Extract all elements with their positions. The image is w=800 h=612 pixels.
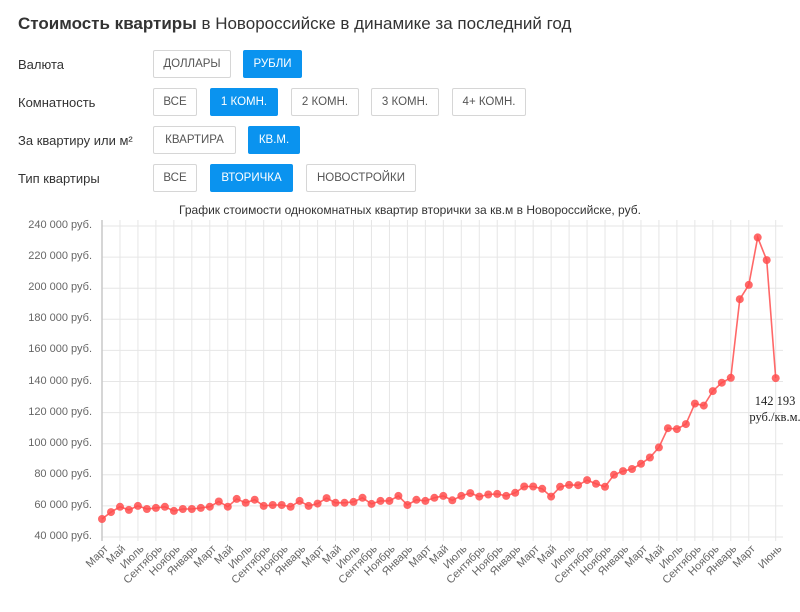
type-all-button[interactable]: ВСЕ [153,164,197,192]
unit-sqm-button[interactable]: КВ.М. [248,126,300,154]
type-label: Тип квартиры [18,171,100,186]
chart-title: График стоимости однокомнатных квартир в… [0,203,800,217]
rooms-2-button[interactable]: 2 КОМН. [291,88,359,116]
y-tick-label: 140 000 руб. [28,374,92,387]
type-secondary-button[interactable]: ВТОРИЧКА [210,164,293,192]
currency-rubles-button[interactable]: РУБЛИ [243,50,302,78]
page-title: Стоимость квартиры в Новороссийске в дин… [18,14,571,34]
chart-plot [98,220,783,541]
y-tick-label: 180 000 руб. [28,312,92,325]
page-title-rest: в Новороссийске в динамике за последний … [196,14,572,33]
unit-apartment-button[interactable]: КВАРТИРА [153,126,236,154]
chart-title-text: График стоимости однокомнатных квартир в… [179,203,641,217]
currency-label: Валюта [18,57,64,72]
rooms-label: Комнатность [18,95,96,110]
y-tick-label: 100 000 руб. [28,436,92,449]
rooms-3-button[interactable]: 3 КОМН. [371,88,439,116]
page-title-bold: Стоимость квартиры [18,14,197,33]
y-tick-label: 120 000 руб. [28,405,92,418]
type-newbuild-button[interactable]: НОВОСТРОЙКИ [306,164,416,192]
last-value-annotation: 142 193 руб./кв.м. [745,393,800,425]
annotation-value: 142 193 [754,394,796,408]
annotation-unit: руб./кв.м. [749,410,800,424]
y-tick-label: 240 000 руб. [28,219,92,231]
y-tick-label: 60 000 руб. [34,498,92,511]
rooms-1-button[interactable]: 1 КОМН. [210,88,278,116]
y-tick-label: 220 000 руб. [28,250,92,263]
y-tick-label: 200 000 руб. [28,281,92,294]
y-tick-label: 160 000 руб. [28,343,92,356]
y-tick-label: 40 000 руб. [34,530,92,542]
currency-dollars-button[interactable]: ДОЛЛАРЫ [153,50,231,78]
rooms-4plus-button[interactable]: 4+ КОМН. [452,88,526,116]
rooms-all-button[interactable]: ВСЕ [153,88,197,116]
y-tick-label: 80 000 руб. [34,467,92,480]
price-chart: График стоимости однокомнатных квартир в… [0,195,800,612]
unit-label: За квартиру или м² [18,133,133,148]
